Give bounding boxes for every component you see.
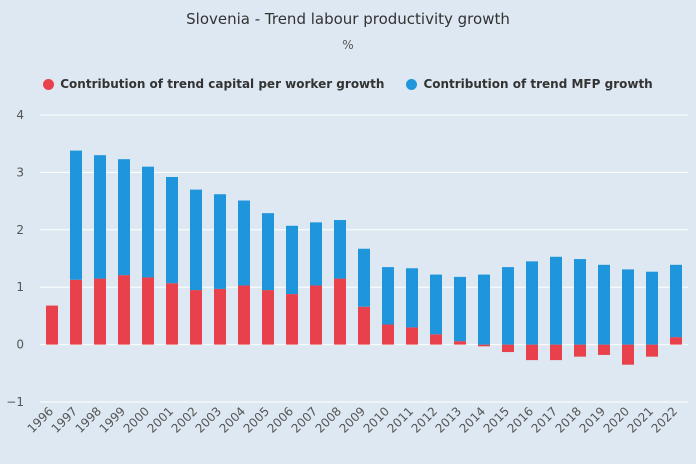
- x-tick-label: 2009: [337, 404, 368, 435]
- bar-capital-2011[interactable]: [406, 327, 418, 345]
- x-tick-label: 1998: [73, 404, 104, 435]
- x-tick-label: 2002: [169, 404, 200, 435]
- bar-capital-2018[interactable]: [574, 344, 586, 357]
- legend-label-capital: Contribution of trend capital per worker…: [60, 77, 385, 91]
- y-tick-label: 2: [16, 223, 24, 237]
- y-tick-label: 1: [16, 280, 24, 294]
- bar-capital-2001[interactable]: [166, 283, 178, 345]
- y-tick-label: −1: [6, 395, 24, 409]
- bar-mfp-2013[interactable]: [454, 276, 466, 342]
- x-tick-label: 2019: [577, 404, 608, 435]
- x-axis: 1996199719981999200020012002200320042005…: [25, 404, 680, 435]
- bar-capital-2015[interactable]: [502, 344, 514, 353]
- bar-capital-2006[interactable]: [286, 294, 298, 345]
- legend-item-capital[interactable]: Contribution of trend capital per worker…: [43, 77, 384, 91]
- bar-capital-1999[interactable]: [118, 275, 130, 345]
- bar-mfp-2001[interactable]: [166, 176, 178, 284]
- legend-label-mfp: Contribution of trend MFP growth: [423, 77, 653, 91]
- bar-mfp-2007[interactable]: [310, 222, 322, 286]
- x-tick-label: 2004: [217, 404, 248, 435]
- y-tick-label: 0: [16, 338, 24, 352]
- bar-mfp-2012[interactable]: [430, 274, 442, 335]
- x-tick-label: 2020: [601, 404, 632, 435]
- bar-capital-2003[interactable]: [214, 288, 226, 345]
- bar-mfp-2006[interactable]: [286, 225, 298, 295]
- bar-mfp-1998[interactable]: [94, 155, 106, 279]
- bar-capital-1997[interactable]: [70, 279, 82, 345]
- bar-mfp-2015[interactable]: [502, 267, 514, 345]
- chart-subtitle: %: [342, 38, 354, 52]
- x-tick-label: 2014: [457, 404, 488, 435]
- bar-mfp-2004[interactable]: [238, 200, 250, 286]
- bar-capital-2019[interactable]: [598, 344, 610, 355]
- bar-capital-1998[interactable]: [94, 278, 106, 345]
- bar-mfp-2003[interactable]: [214, 194, 226, 289]
- x-tick-label: 2012: [409, 404, 440, 435]
- bar-capital-2013[interactable]: [454, 341, 466, 345]
- bar-mfp-2005[interactable]: [262, 213, 274, 291]
- bar-capital-2021[interactable]: [646, 344, 658, 357]
- x-tick-label: 2018: [553, 404, 584, 435]
- bar-mfp-2009[interactable]: [358, 248, 370, 307]
- x-tick-label: 2022: [649, 404, 680, 435]
- x-tick-label: 2000: [121, 404, 152, 435]
- bar-mfp-2021[interactable]: [646, 271, 658, 345]
- y-tick-label: 4: [16, 108, 24, 122]
- bar-mfp-2000[interactable]: [142, 166, 154, 278]
- bar-capital-2008[interactable]: [334, 278, 346, 345]
- x-tick-label: 1996: [25, 404, 56, 435]
- bar-mfp-2008[interactable]: [334, 220, 346, 279]
- bar-capital-1996[interactable]: [46, 305, 58, 345]
- x-tick-label: 2008: [313, 404, 344, 435]
- bar-mfp-2014[interactable]: [478, 274, 490, 345]
- bar-mfp-2020[interactable]: [622, 269, 634, 345]
- x-tick-label: 2003: [193, 404, 224, 435]
- x-tick-label: 2006: [265, 404, 296, 435]
- y-axis: −1 0 1 2 3 4: [6, 108, 24, 409]
- bar-mfp-1999[interactable]: [118, 159, 130, 276]
- x-tick-label: 2013: [433, 404, 464, 435]
- chart-title: Slovenia - Trend labour productivity gro…: [186, 10, 510, 28]
- bar-capital-2017[interactable]: [550, 344, 562, 361]
- bar-capital-2000[interactable]: [142, 277, 154, 345]
- bar-capital-2020[interactable]: [622, 344, 634, 365]
- bar-capital-2005[interactable]: [262, 290, 274, 345]
- x-tick-label: 2017: [529, 404, 560, 435]
- bars: [46, 150, 682, 365]
- bar-mfp-2018[interactable]: [574, 259, 586, 345]
- x-tick-label: 1999: [97, 404, 128, 435]
- bar-capital-2010[interactable]: [382, 324, 394, 345]
- bar-mfp-2022[interactable]: [670, 264, 682, 338]
- bar-capital-2004[interactable]: [238, 285, 250, 345]
- x-tick-label: 2011: [385, 404, 416, 435]
- x-tick-label: 2021: [625, 404, 656, 435]
- legend-marker-capital: [43, 78, 55, 90]
- bar-capital-2012[interactable]: [430, 334, 442, 345]
- bar-capital-2009[interactable]: [358, 306, 370, 345]
- x-tick-label: 2007: [289, 404, 320, 435]
- x-tick-label: 2010: [361, 404, 392, 435]
- bar-capital-2022[interactable]: [670, 337, 682, 345]
- x-tick-label: 1997: [49, 404, 80, 435]
- x-tick-label: 2015: [481, 404, 512, 435]
- bar-capital-2014[interactable]: [478, 344, 490, 347]
- bar-mfp-2017[interactable]: [550, 256, 562, 345]
- x-tick-label: 2005: [241, 404, 272, 435]
- legend-item-mfp[interactable]: Contribution of trend MFP growth: [406, 77, 653, 91]
- bar-mfp-2002[interactable]: [190, 189, 202, 291]
- bar-capital-2007[interactable]: [310, 285, 322, 345]
- bar-mfp-2016[interactable]: [526, 261, 538, 345]
- legend-marker-mfp: [406, 78, 418, 90]
- bar-mfp-1997[interactable]: [70, 150, 82, 280]
- bar-mfp-2019[interactable]: [598, 264, 610, 345]
- bar-mfp-2011[interactable]: [406, 268, 418, 328]
- x-tick-label: 2016: [505, 404, 536, 435]
- y-tick-label: 3: [16, 165, 24, 179]
- bar-capital-2016[interactable]: [526, 344, 538, 361]
- bar-mfp-2010[interactable]: [382, 267, 394, 325]
- bar-capital-2002[interactable]: [190, 290, 202, 345]
- chart-legend: Contribution of trend capital per worker…: [0, 77, 696, 91]
- x-tick-label: 2001: [145, 404, 176, 435]
